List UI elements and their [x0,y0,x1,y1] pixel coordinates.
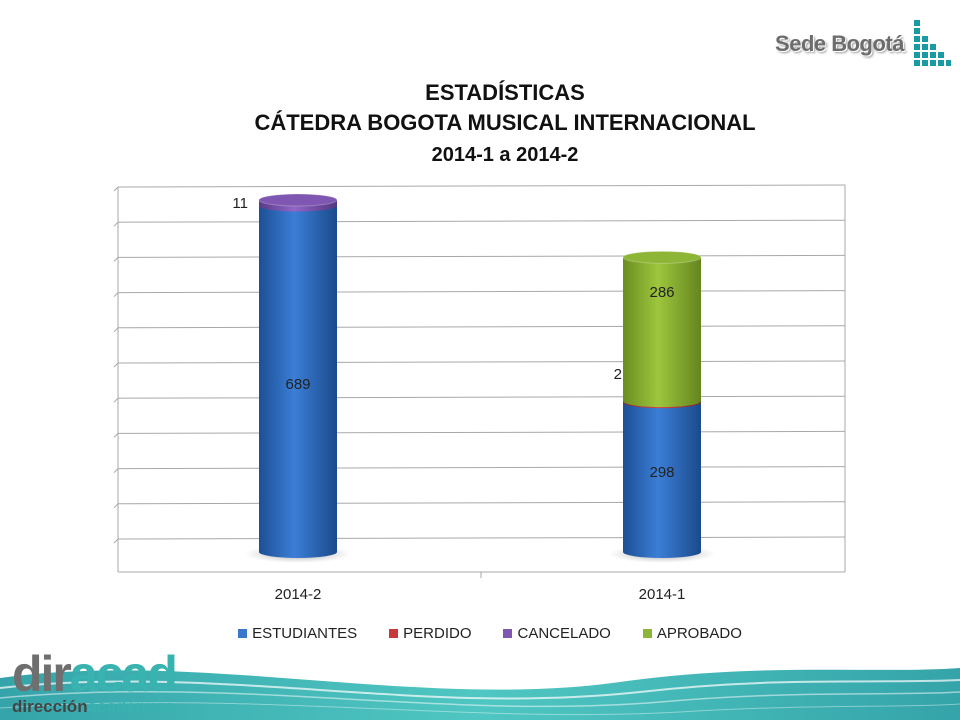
sede-bogota-logo: Sede Bogotá [775,20,952,68]
gridline-wall [113,292,119,297]
diracad-subtitle: direcciónacadémica [12,697,175,716]
gridline [117,466,846,470]
legend-item-cancelado: CANCELADO [483,625,611,642]
legend-swatch [503,629,513,638]
legend-swatch [642,629,652,638]
logo-text: Sede Bogotá [775,31,904,56]
gridline-wall [113,362,119,368]
gridline-wall [113,186,119,192]
legend-item-aprobado: APROBADO [623,625,742,642]
stacked-bar-chart: 2014-2 2014-1 689 298 2 11 286 [113,184,846,603]
data-label: 286 [649,284,674,301]
gridline [117,184,846,188]
legend-label: APROBADO [656,625,742,642]
gridline-wall [113,221,119,227]
chart-grid [113,184,846,578]
bar-cap-2014-2 [258,193,338,207]
x-tick-label: 2014-1 [639,586,686,603]
legend-label: CANCELADO [517,625,611,642]
diracad-wordmark: diracad [12,646,178,702]
title-line-1: ESTADÍSTICAS [425,80,585,105]
gridline [117,254,846,258]
gridline-wall [113,468,119,473]
gridline [117,395,846,399]
x-tick-label: 2014-2 [275,586,322,603]
gridline [117,219,846,223]
legend-swatch [389,629,399,638]
legend-label: ESTUDIANTES [252,625,358,642]
chart-title: ESTADÍSTICAS CÁTEDRA BOGOTA MUSICAL INTE… [0,78,960,172]
footer-wave-band [0,668,960,720]
university-building-icon [914,20,951,66]
gridline-wall [113,538,119,544]
legend-item-estudiantes: ESTUDIANTES [218,625,357,642]
title-line-2: CÁTEDRA BOGOTA MUSICAL INTERNACIONAL [254,110,756,135]
gridline [117,290,846,294]
gridline [117,360,846,364]
title-line-3: 2014-1 a 2014-2 [431,144,579,166]
bar-cap-2014-1 [622,250,702,264]
bar-segment-estudiantes-2014-2 [259,205,337,558]
legend-swatch [238,629,248,638]
data-label: 298 [649,464,674,481]
gridline-wall [113,503,119,509]
bar-segment-aprobado-2014-1 [623,257,701,408]
gridline-wall [113,327,119,333]
data-label: 689 [285,376,310,393]
bar-segment-estudiantes-2014-1 [623,402,701,558]
diracad-logo: diracad direcciónacadémica [12,646,178,716]
legend-label: PERDIDO [403,625,472,642]
chart-labels: 2014-2 2014-1 689 298 2 11 286 [232,195,685,603]
legend-item-perdido: PERDIDO [369,625,471,642]
data-label: 11 [232,195,248,212]
chart-legend: ESTUDIANTES PERDIDO CANCELADO APROBADO [0,625,960,642]
gridline [117,501,846,505]
gridline-wall [113,257,119,262]
data-label: 2 [614,366,622,383]
gridline [117,430,846,434]
gridline [117,325,846,329]
gridline [117,536,846,540]
gridline-wall [113,397,119,403]
chart-bars [245,193,715,563]
gridline-wall [113,433,119,438]
